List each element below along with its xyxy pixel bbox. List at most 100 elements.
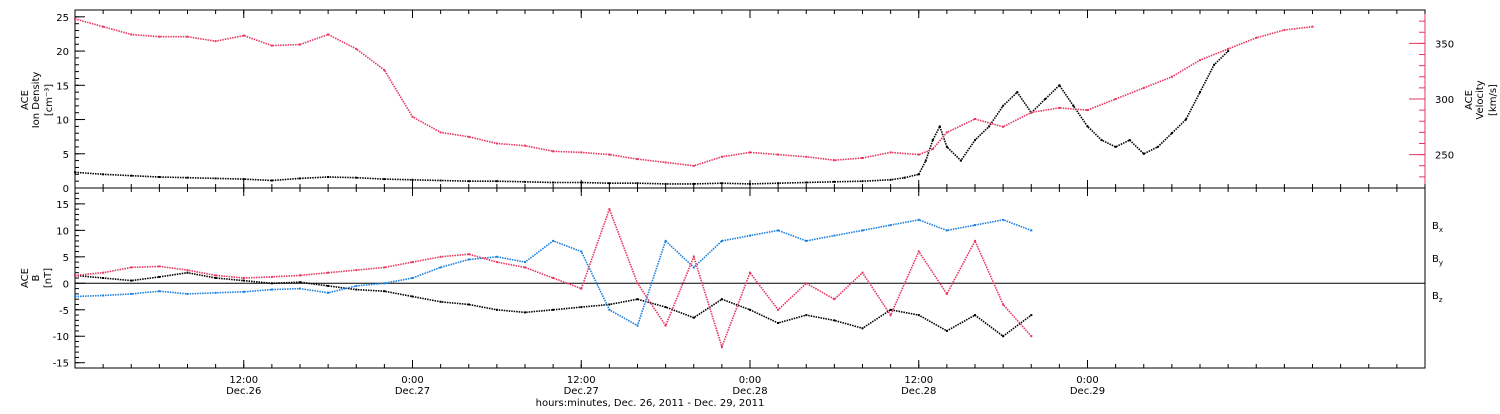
top-velocity-point: [1283, 29, 1286, 31]
top-left-label-line-1: ACE: [20, 90, 31, 110]
bottom-By-point: [945, 229, 948, 232]
bottom-Bz-point: [467, 253, 470, 256]
bottom-Bx-point: [833, 319, 836, 322]
bottom-Bx-point: [102, 277, 105, 279]
x-axis-title: hours:minutes, Dec. 26, 2011 - Dec. 29, …: [536, 398, 765, 409]
bottom-Bz-point: [664, 324, 667, 327]
bottom-left-tick-label: 5: [63, 253, 69, 264]
top-right-axis-ticks: 250 300 350: [1409, 10, 1454, 188]
top-velocity-point: [608, 153, 611, 156]
bottom-Bz-point: [692, 255, 695, 258]
top-density-point: [959, 159, 962, 162]
bottom-Bx-point: [242, 279, 245, 282]
top-density-point: [924, 159, 927, 162]
bottom-By-point: [664, 239, 667, 242]
bottom-Bz-point: [186, 269, 189, 272]
bottom-Bz-point: [158, 265, 161, 268]
bottom-Bx-point: [580, 306, 583, 309]
bottom-Bz-point: [299, 274, 301, 277]
bottom-By-point: [355, 284, 358, 287]
legend-bz-base: B: [1432, 291, 1439, 302]
bottom-Bx-point: [524, 311, 526, 314]
bottom-Bx-point: [411, 295, 414, 298]
top-density-point: [1199, 91, 1201, 94]
bottom-Bz-point: [439, 255, 442, 258]
top-density-point: [1128, 139, 1131, 142]
top-right-label-line-2: Velocity: [1475, 80, 1486, 119]
bottom-By-point: [889, 224, 892, 227]
bottom-Bz-point: [580, 287, 583, 290]
bottom-By-point: [327, 291, 330, 294]
top-right-tick-label: 300: [1435, 95, 1454, 106]
top-density-point: [931, 139, 934, 142]
top-density-point: [1058, 84, 1061, 87]
bottom-By-point: [411, 277, 414, 279]
top-density-point: [495, 180, 498, 183]
bottom-By-point: [692, 266, 695, 269]
top-velocity-point: [355, 47, 358, 50]
legend-bx: Bx: [1432, 221, 1443, 234]
top-density-point: [636, 182, 639, 185]
bottom-Bz-point: [524, 266, 526, 269]
top-left-label-line-2: Ion Density: [31, 72, 42, 129]
bottom-Bz-point: [833, 298, 836, 301]
bottom-Bz-point: [355, 269, 358, 272]
bottom-Bz-point: [749, 271, 751, 274]
x-date-tick-label: Dec.28: [901, 386, 936, 397]
bottom-left-tick-label: -15: [53, 359, 69, 370]
bottom-Bx-point: [495, 308, 498, 311]
x-date-tick-label: Dec.29: [1070, 386, 1105, 397]
bottom-Bz-point: [861, 271, 864, 274]
top-density-point: [1227, 50, 1230, 53]
top-density-point: [608, 182, 611, 185]
bottom-By-point: [580, 250, 583, 253]
top-velocity-point: [270, 44, 273, 47]
top-density-point: [1184, 118, 1187, 121]
top-velocity-point: [861, 157, 864, 159]
x-date-tick-label: Dec.27: [395, 386, 430, 397]
top-density-point: [467, 180, 470, 183]
top-velocity-point: [720, 155, 723, 158]
top-density-point: [524, 180, 526, 183]
top-density-point: [102, 173, 105, 176]
bottom-By-point: [552, 239, 555, 242]
top-density-point: [664, 182, 667, 185]
bottom-By-point: [242, 290, 245, 293]
bottom-left-axis-label: ACE B [nT]: [20, 268, 54, 288]
top-left-tick-label: 15: [56, 81, 69, 92]
bottom-left-tick-label: 10: [56, 226, 69, 237]
bottom-By-point: [917, 218, 920, 221]
top-velocity-point: [1114, 98, 1117, 100]
bottom-By-point: [608, 308, 611, 311]
bottom-By-point: [1002, 218, 1005, 221]
bottom-By-point: [524, 261, 526, 264]
top-velocity-point: [214, 40, 217, 43]
top-density-point: [988, 125, 991, 128]
top-velocity-point: [974, 118, 976, 120]
x-time-tick-label: 12:00: [904, 375, 933, 386]
top-velocity-point: [1227, 47, 1230, 50]
top-velocity-point: [242, 34, 245, 37]
bottom-Bx-point: [355, 288, 358, 291]
top-density-point: [692, 182, 695, 185]
bottom-Bx-point: [974, 314, 976, 317]
bottom-Bx-point: [270, 282, 273, 285]
x-time-tick-label: 12:00: [229, 375, 258, 386]
top-velocity-point: [1199, 59, 1201, 62]
bottom-Bx-point: [889, 308, 892, 311]
x-date-tick-label: Dec.28: [732, 386, 767, 397]
bottom-Bz-point: [805, 282, 808, 285]
bottom-Bz-point: [917, 250, 920, 253]
bottom-Bx-point: [214, 277, 217, 279]
bottom-Bz-point: [411, 261, 414, 264]
bottom-left-label-line-2: B: [31, 274, 42, 281]
bottom-Bz-point: [495, 261, 498, 264]
bottom-By-point: [299, 287, 301, 290]
top-velocity-point: [1030, 111, 1033, 114]
top-density-point: [1156, 145, 1159, 148]
top-density-point: [552, 181, 555, 184]
bottom-Bx-point: [130, 279, 133, 282]
bottom-left-label-line-1: ACE: [20, 268, 31, 288]
bottom-By-point: [74, 295, 76, 298]
top-right-label-line-3: [km/s]: [1488, 84, 1499, 116]
